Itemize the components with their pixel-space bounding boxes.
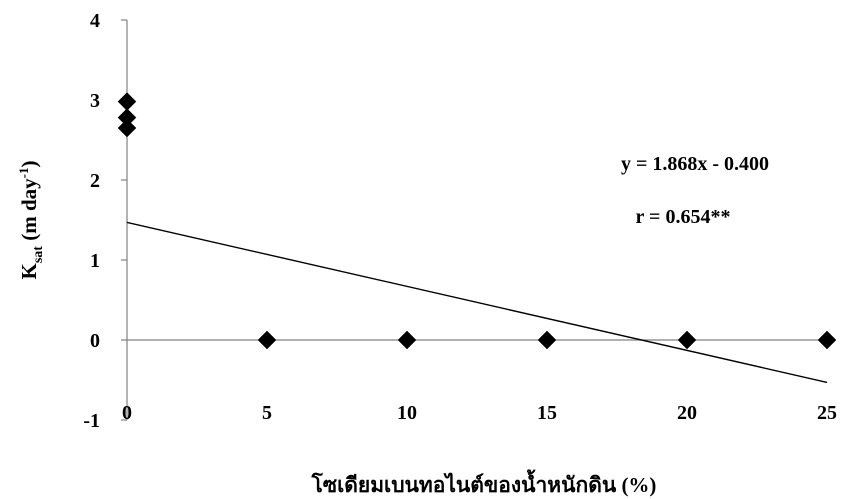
- x-tick-label: 15: [537, 402, 557, 424]
- data-point-diamond: [257, 330, 277, 350]
- y-axis-title-unit: (m day: [17, 178, 41, 246]
- x-tick-label: 5: [262, 402, 272, 424]
- y-axis-tick-labels: -1 0 1 2 3 4: [83, 10, 100, 432]
- data-points: [117, 92, 837, 350]
- trendline: [126, 221, 828, 384]
- y-tick-label: 3: [90, 90, 100, 112]
- y-tick-label: 0: [90, 330, 100, 352]
- correlation-coefficient: r = 0.654**: [636, 206, 731, 228]
- y-axis-ticks: [121, 19, 127, 421]
- y-axis-title-sup: -1: [16, 168, 31, 179]
- y-tick-label: 4: [90, 10, 100, 32]
- x-tick-label: 0: [122, 402, 132, 424]
- data-point-diamond: [677, 330, 697, 350]
- axes-group: -1 0 1 2 3 4 0 5 10 15 20 25: [83, 10, 837, 432]
- regression-equation: y = 1.868x - 0.400: [621, 153, 769, 175]
- x-axis-tick-labels: 0 5 10 15 20 25: [122, 402, 837, 424]
- x-tick-label: 20: [677, 402, 697, 424]
- data-point-diamond: [117, 118, 137, 138]
- y-axis-title-sub: sat: [31, 246, 46, 263]
- x-tick-label: 25: [817, 402, 837, 424]
- y-axis-title-main: K: [17, 262, 41, 279]
- data-point-diamond: [397, 330, 417, 350]
- data-point-diamond: [817, 330, 837, 350]
- x-tick-label: 10: [397, 402, 417, 424]
- y-tick-label: 1: [90, 250, 100, 272]
- y-tick-label: 2: [90, 170, 100, 192]
- x-axis-title: โซเดียมเบนทอไนต์ของน้ำหนักดิน (%): [311, 469, 657, 497]
- y-tick-label: -1: [83, 410, 100, 432]
- data-point-diamond: [537, 330, 557, 350]
- data-point-diamond: [117, 92, 137, 111]
- y-axis-title-close: ): [17, 161, 41, 168]
- y-axis-title: Ksat (m day-1): [16, 161, 46, 280]
